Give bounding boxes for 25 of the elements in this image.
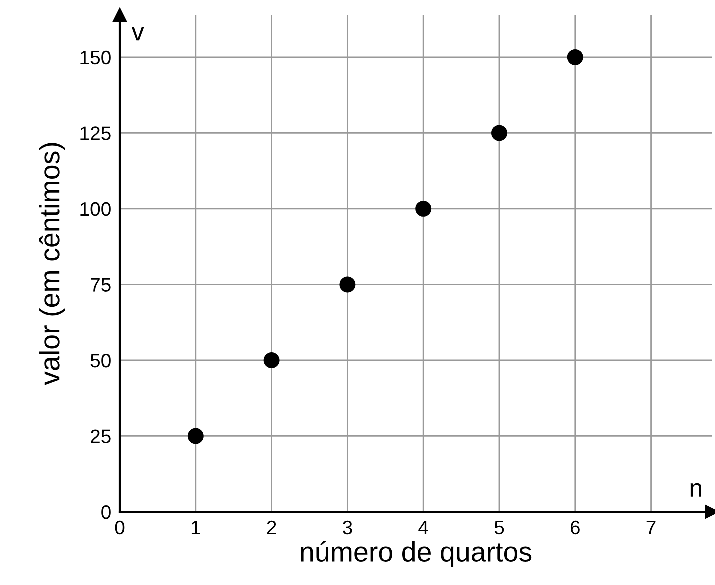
y-tick-label: 50 — [90, 354, 111, 368]
point — [567, 49, 584, 66]
point — [416, 200, 432, 217]
x-tick-label: 2 — [267, 520, 276, 534]
y-tick-label: 75 — [91, 278, 111, 292]
x-tick-label: 3 — [343, 520, 352, 535]
point — [264, 352, 280, 368]
x-tick-label: 1 — [192, 521, 200, 534]
x-tick-label: 7 — [646, 521, 656, 534]
point — [188, 428, 204, 444]
annotation: v — [132, 27, 144, 41]
point — [492, 125, 508, 142]
point — [340, 276, 356, 293]
x-tick-label: 0 — [115, 520, 125, 535]
y-tick-label: 0 — [102, 505, 111, 520]
x-tick-label: 4 — [418, 521, 428, 534]
x-tick-label: 6 — [570, 520, 580, 535]
y-axis-title: valor (em cêntimos) — [39, 143, 66, 386]
y-tick-label: 150 — [80, 50, 111, 65]
y-tick-label: 100 — [80, 202, 111, 216]
x-tick-label: 5 — [494, 521, 504, 535]
annotation: n — [690, 483, 702, 497]
y-tick-label: 125 — [80, 126, 111, 140]
y-tick-label: 25 — [91, 430, 111, 444]
x-axis-title: número de quartos — [301, 541, 532, 568]
